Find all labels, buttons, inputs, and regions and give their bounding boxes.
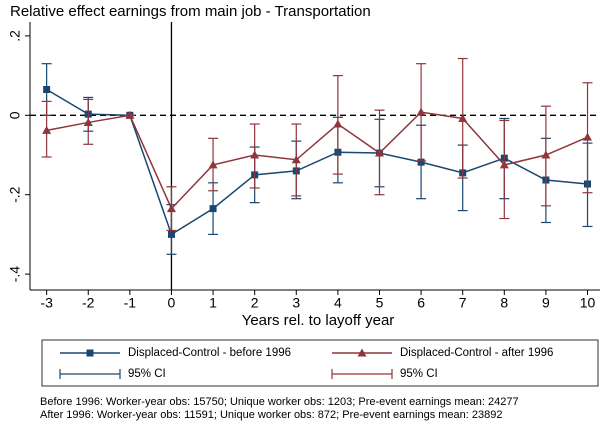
x-axis-label: Years rel. to layoff year [242, 312, 395, 329]
marker [86, 349, 94, 357]
x-tick-label: 0 [168, 295, 176, 311]
marker [166, 204, 176, 213]
marker [541, 150, 551, 159]
marker [291, 155, 301, 164]
marker [374, 148, 384, 157]
series-line [46, 111, 588, 210]
marker [333, 119, 343, 128]
legend-label: 95% CI [400, 368, 438, 380]
series-line [46, 88, 588, 236]
x-tick-label: -3 [40, 295, 53, 311]
marker [209, 205, 217, 213]
marker [83, 117, 93, 126]
x-tick-label: 9 [542, 295, 550, 311]
x-tick-label: 1 [209, 295, 217, 311]
x-tick-label: 10 [580, 295, 596, 311]
marker [499, 160, 509, 169]
marker [357, 348, 367, 357]
marker [458, 113, 468, 122]
legend-label: Displaced-Control - before 1996 [128, 347, 291, 359]
chart-title: Relative effect earnings from main job -… [10, 3, 371, 20]
marker [583, 132, 593, 141]
marker [167, 230, 175, 238]
y-tick-label: .2 [7, 30, 23, 42]
x-tick-label: -2 [82, 295, 95, 311]
x-tick-label: 3 [292, 295, 300, 311]
x-tick-label: 8 [500, 295, 508, 311]
legend-box [41, 339, 599, 387]
marker [208, 160, 218, 169]
marker [125, 110, 135, 119]
legend-label: Displaced-Control - after 1996 [400, 347, 553, 359]
marker [416, 107, 426, 116]
marker [42, 125, 52, 134]
x-tick-label: 7 [459, 295, 467, 311]
x-tick-label: 2 [251, 295, 259, 311]
marker [43, 85, 51, 93]
y-tick-label: -.2 [7, 186, 23, 203]
y-tick-label: 0 [7, 111, 23, 119]
marker [250, 150, 260, 159]
note: After 1996: Worker-year obs: 11591; Uniq… [40, 409, 502, 421]
x-tick-label: 4 [334, 295, 342, 311]
marker [417, 158, 425, 166]
note: Before 1996: Worker-year obs: 15750; Uni… [40, 396, 519, 408]
y-tick-label: -.4 [7, 266, 23, 283]
x-tick-label: 5 [376, 295, 384, 311]
legend-label: 95% CI [128, 368, 166, 380]
x-tick-label: -1 [124, 295, 137, 311]
x-tick-label: 6 [417, 295, 425, 311]
